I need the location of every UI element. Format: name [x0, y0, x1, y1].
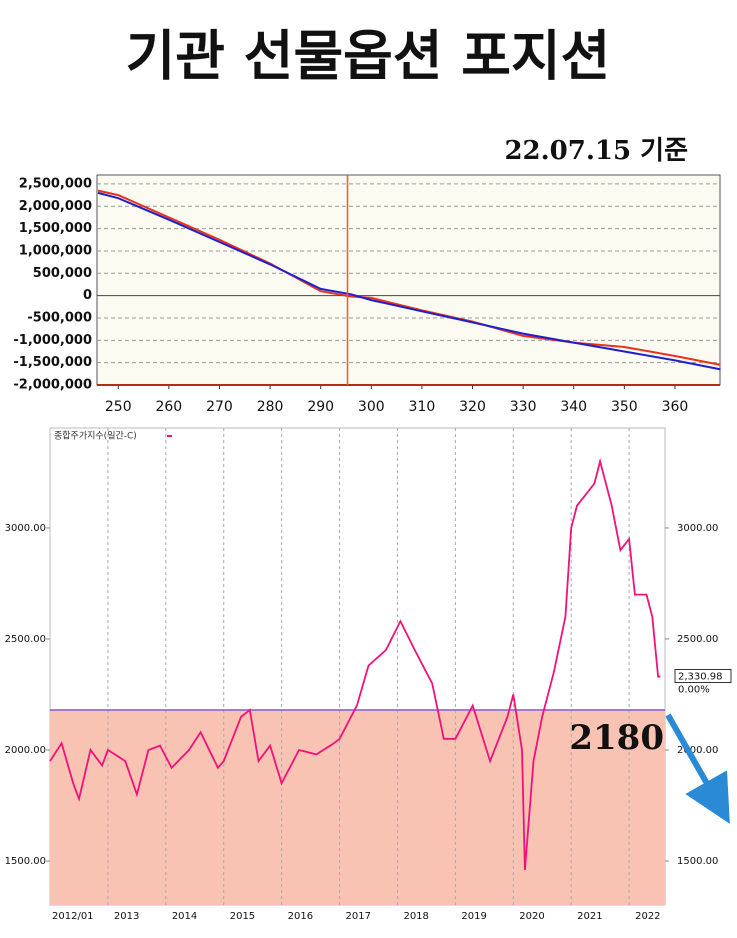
page-title: 기관 선물옵션 포지션 [126, 25, 611, 88]
y-tick-label: -500,000 [27, 310, 92, 325]
reference-label: 2180 [569, 718, 664, 758]
shaded-region [50, 710, 665, 905]
y-tick-label: 500,000 [33, 266, 92, 281]
arrow [665, 713, 730, 824]
x-tick-label: 270 [206, 399, 233, 415]
legend-marker [167, 435, 172, 437]
x-tick-label: 2022 [635, 911, 660, 922]
y-tick-label: 1,500,000 [19, 221, 92, 236]
x-tick-label: 2014 [172, 911, 197, 922]
y-tick-label-right: 1500.00 [677, 856, 718, 867]
x-tick-label: 2018 [403, 911, 428, 922]
x-tick-label: 2021 [577, 911, 602, 922]
y-tick-label: -2,000,000 [13, 378, 92, 393]
y-tick-label: 2,000,000 [19, 199, 92, 214]
y-tick-label: -1,500,000 [13, 355, 92, 370]
page-subtitle: 22.07.15 기준 [504, 136, 688, 166]
x-tick-label: 290 [307, 399, 334, 415]
change-label: 0.00% [678, 684, 710, 695]
x-tick-label: 310 [409, 399, 436, 415]
y-tick-label: 0 [83, 288, 92, 303]
x-tick-label: 320 [459, 399, 486, 415]
y-tick-label: -1,000,000 [13, 333, 92, 348]
last-value-label: 2,330.98 [678, 671, 723, 682]
x-tick-label: 360 [662, 399, 689, 415]
x-tick-label: 340 [560, 399, 587, 415]
y-tick-label: 1500.00 [5, 856, 46, 867]
x-tick-label: 300 [358, 399, 385, 415]
x-tick-label: 2020 [519, 911, 544, 922]
x-tick-label: 2017 [346, 911, 371, 922]
x-tick-label: 260 [155, 399, 182, 415]
x-tick-label: 2019 [461, 911, 486, 922]
last-value-box [674, 668, 732, 683]
y-tick-label-right: 2000.00 [677, 745, 718, 756]
x-tick-label: 330 [510, 399, 537, 415]
x-tick-label: 2012/01 [52, 911, 94, 922]
y-tick-label: 2500.00 [5, 634, 46, 645]
series-line [49, 457, 661, 870]
y-tick-label: 2,500,000 [19, 176, 92, 191]
x-tick-label: 280 [257, 399, 284, 415]
x-tick-label: 350 [611, 399, 638, 415]
x-tick-label: 2016 [288, 911, 313, 922]
y-tick-label-right: 2500.00 [677, 634, 718, 645]
x-tick-label: 2013 [114, 911, 139, 922]
x-tick-label: 2015 [230, 911, 255, 922]
x-tick-label: 250 [105, 399, 132, 415]
legend-label: 종합주가지수(일간-C) [54, 431, 137, 442]
series-line [97, 191, 721, 371]
series-line [97, 189, 721, 366]
y-tick-label: 2000.00 [5, 745, 46, 756]
y-tick-label: 1,000,000 [19, 243, 92, 258]
y-tick-label-right: 3000.00 [677, 523, 718, 534]
y-tick-label: 3000.00 [5, 523, 46, 534]
